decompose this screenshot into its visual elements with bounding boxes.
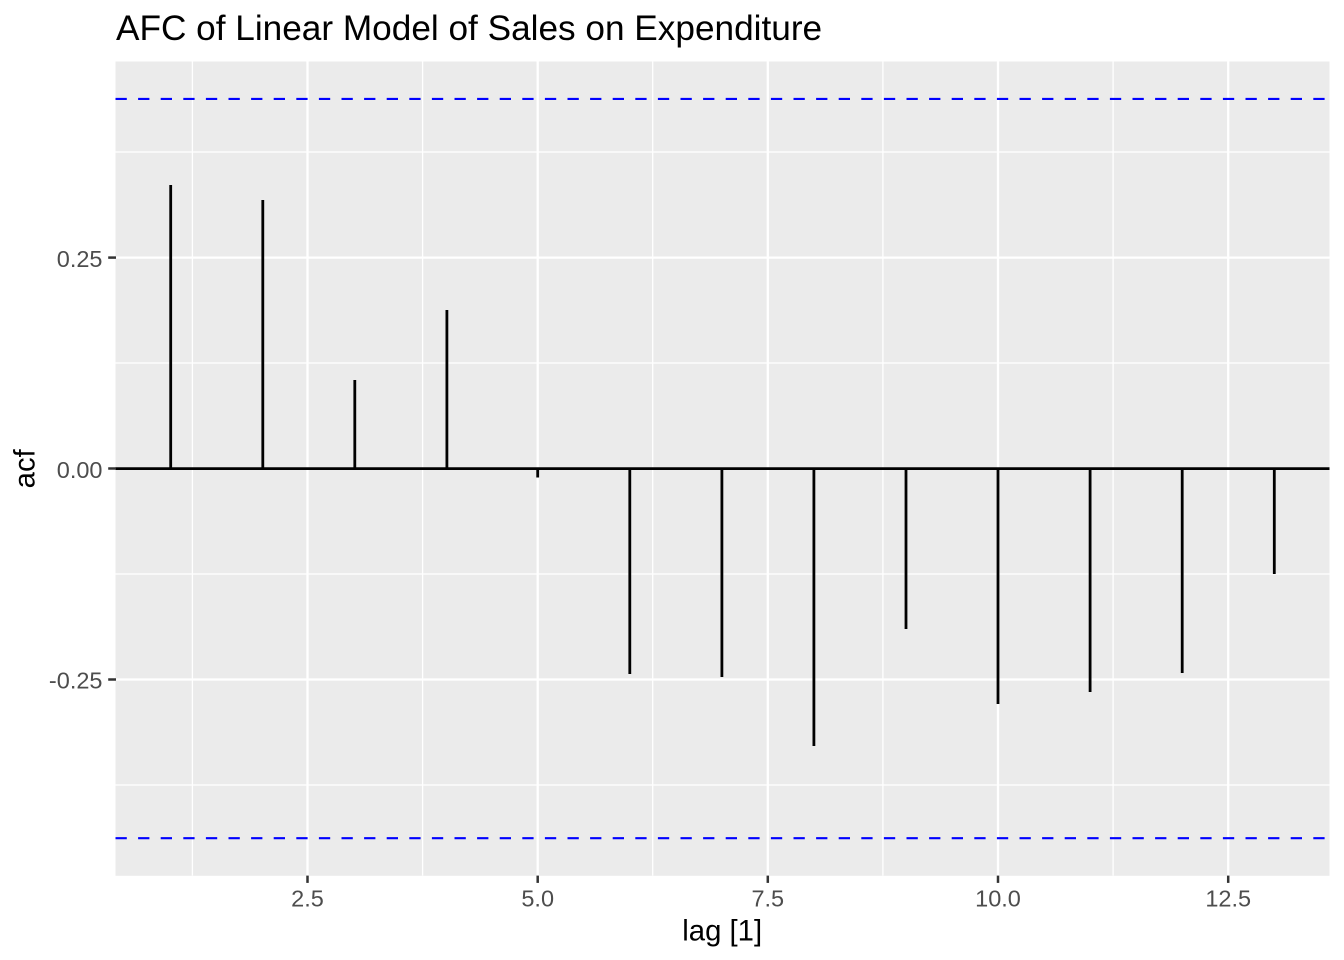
svg-text:2.5: 2.5 [291, 886, 324, 912]
svg-text:acf: acf [9, 448, 42, 488]
svg-text:7.5: 7.5 [751, 886, 784, 912]
svg-text:AFC of Linear Model of Sales o: AFC of Linear Model of Sales on Expendit… [116, 9, 822, 48]
svg-text:12.5: 12.5 [1205, 886, 1251, 912]
svg-text:10.0: 10.0 [975, 886, 1021, 912]
svg-text:0.25: 0.25 [57, 246, 103, 272]
svg-text:0.00: 0.00 [57, 457, 103, 483]
svg-text:lag [1]: lag [1] [682, 915, 762, 948]
svg-text:5.0: 5.0 [521, 886, 554, 912]
svg-text:-0.25: -0.25 [49, 668, 103, 694]
